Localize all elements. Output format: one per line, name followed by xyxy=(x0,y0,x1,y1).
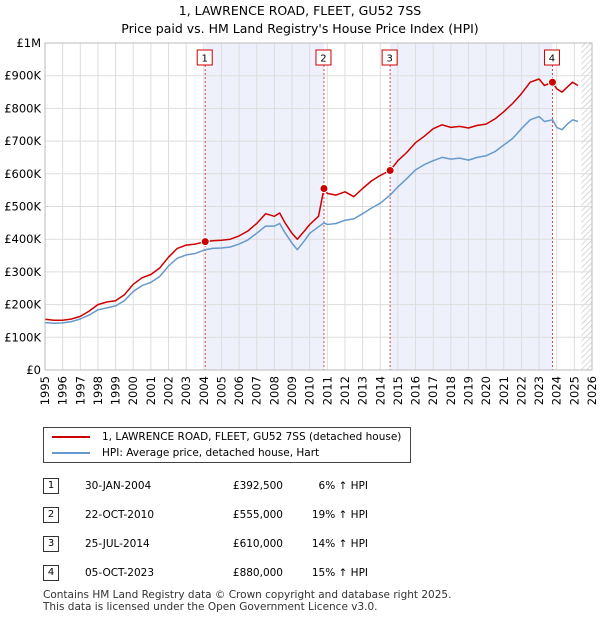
x-tick-label: 2026 xyxy=(585,376,599,405)
x-tick-label: 2006 xyxy=(232,376,246,405)
table-row: 3 25-JUL-2014 £610,000 14% ↑ HPI xyxy=(43,529,368,558)
legend-swatch-property xyxy=(52,436,90,438)
x-tick-label: 2003 xyxy=(179,376,193,405)
x-tick-label: 2019 xyxy=(461,376,475,405)
sale-marker-box xyxy=(543,49,560,66)
sale-point xyxy=(319,184,329,194)
x-tick-label: 2011 xyxy=(320,376,334,405)
sale-date: 22-OCT-2010 xyxy=(85,508,154,521)
sale-hpi-change: 6% ↑ HPI xyxy=(318,479,368,492)
title-line-2: Price paid vs. HM Land Registry's House … xyxy=(121,21,479,36)
sale-marker-box xyxy=(381,49,398,66)
sale-marker-label: 4 xyxy=(549,54,555,65)
sale-marker-label: 1 xyxy=(43,477,59,494)
plot-frame xyxy=(44,42,593,371)
legend-label-hpi: HPI: Average price, detached house, Hart xyxy=(102,447,320,459)
chart-legend: 1, LAWRENCE ROAD, FLEET, GU52 7SS (detac… xyxy=(43,427,411,463)
y-tick-label: £600K xyxy=(4,167,41,181)
sale-date: 30-JAN-2004 xyxy=(85,479,152,492)
x-tick-label: 2001 xyxy=(144,376,158,405)
y-tick-label: £900K xyxy=(4,69,41,83)
sale-date: 25-JUL-2014 xyxy=(85,537,150,550)
x-tick-label: 2021 xyxy=(497,376,511,405)
x-tick-label: 2004 xyxy=(197,376,211,405)
y-tick-label: £300K xyxy=(4,265,41,279)
x-tick-label: 1997 xyxy=(73,376,87,405)
y-tick-label: £800K xyxy=(4,101,41,115)
x-tick-label: 2009 xyxy=(285,376,299,405)
sale-price: £880,000 xyxy=(232,566,283,579)
sale-marker-box xyxy=(315,49,332,66)
footer-licence: This data is licensed under the Open Gov… xyxy=(43,601,378,613)
x-tick-label: 2007 xyxy=(250,376,264,405)
sale-hpi-change: 19% ↑ HPI xyxy=(311,508,368,521)
sale-price: £610,000 xyxy=(232,537,283,550)
x-tick-label: 2014 xyxy=(373,376,387,405)
x-tick-label: 2020 xyxy=(479,376,493,405)
x-tick-label: 1999 xyxy=(109,376,123,405)
y-tick-label: £700K xyxy=(4,134,41,148)
footer-copyright: Contains HM Land Registry data © Crown c… xyxy=(43,589,452,601)
sale-price: £555,000 xyxy=(232,508,283,521)
x-tick-label: 2013 xyxy=(356,376,370,405)
table-row: 2 22-OCT-2010 £555,000 19% ↑ HPI xyxy=(43,500,368,529)
x-tick-label: 1998 xyxy=(91,376,105,405)
sale-marker-label: 3 xyxy=(386,54,392,65)
x-tick-label: 2008 xyxy=(267,376,281,405)
sale-marker-label: 2 xyxy=(43,506,59,523)
sale-marker-label: 1 xyxy=(202,54,208,65)
y-tick-label: £100K xyxy=(4,330,41,344)
x-tick-label: 2025 xyxy=(567,376,581,405)
y-tick-label: £200K xyxy=(4,298,41,312)
legend-item-property: 1, LAWRENCE ROAD, FLEET, GU52 7SS (detac… xyxy=(52,429,401,445)
y-tick-label: £500K xyxy=(4,200,41,214)
sale-point xyxy=(547,77,557,87)
sale-point xyxy=(200,237,210,247)
chart-title: 1, LAWRENCE ROAD, FLEET, GU52 7SS Price … xyxy=(0,2,600,38)
x-tick-label: 2000 xyxy=(126,376,140,405)
x-tick-label: 2005 xyxy=(214,376,228,405)
legend-label-property: 1, LAWRENCE ROAD, FLEET, GU52 7SS (detac… xyxy=(102,431,402,443)
x-tick-label: 2022 xyxy=(514,376,528,405)
x-tick-label: 2023 xyxy=(532,376,546,405)
sale-marker-label: 2 xyxy=(320,54,326,65)
footer: Contains HM Land Registry data © Crown c… xyxy=(43,589,451,613)
sale-hpi-change: 14% ↑ HPI xyxy=(311,537,368,550)
sale-point xyxy=(385,166,395,176)
table-row: 1 30-JAN-2004 £392,500 6% ↑ HPI xyxy=(43,471,368,500)
sale-marker-box xyxy=(196,49,213,66)
x-tick-label: 2010 xyxy=(303,376,317,405)
sale-marker-label: 3 xyxy=(43,535,59,552)
x-tick-label: 2018 xyxy=(444,376,458,405)
table-row: 4 05-OCT-2023 £880,000 15% ↑ HPI xyxy=(43,558,368,587)
y-tick-label: £0 xyxy=(26,363,41,377)
sale-date: 05-OCT-2023 xyxy=(85,566,154,579)
x-tick-label: 2015 xyxy=(391,376,405,405)
legend-item-hpi: HPI: Average price, detached house, Hart xyxy=(52,445,319,461)
x-tick-label: 1995 xyxy=(38,376,52,405)
sale-marker-label: 4 xyxy=(43,564,59,581)
x-tick-label: 2016 xyxy=(409,376,423,405)
sale-price: £392,500 xyxy=(232,479,283,492)
y-tick-label: £400K xyxy=(4,232,41,246)
legend-swatch-hpi xyxy=(52,452,90,454)
series-line-hpi xyxy=(44,115,579,324)
sales-table: 1 30-JAN-2004 £392,500 6% ↑ HPI 2 22-OCT… xyxy=(43,471,368,587)
title-line-1: 1, LAWRENCE ROAD, FLEET, GU52 7SS xyxy=(178,3,422,18)
price-chart: £0 £100K £200K £300K £400K £500K £600K £700K £80… xyxy=(4,36,599,405)
y-tick-label: £1M xyxy=(16,36,41,50)
x-tick-label: 2012 xyxy=(338,376,352,405)
sale-hpi-change: 15% ↑ HPI xyxy=(311,566,368,579)
x-tick-label: 2017 xyxy=(426,376,440,405)
x-tick-label: 2024 xyxy=(550,376,564,405)
x-tick-label: 1996 xyxy=(56,376,70,405)
series-line-property xyxy=(44,78,579,322)
x-tick-label: 2002 xyxy=(162,376,176,405)
